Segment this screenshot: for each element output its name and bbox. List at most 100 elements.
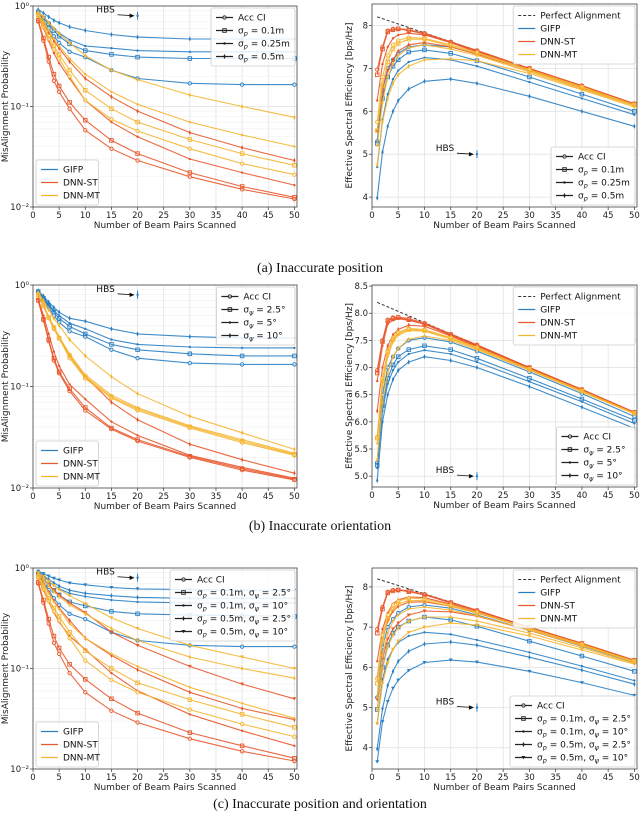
y-tick-label: 8.5	[354, 282, 368, 292]
thin-diamond-marker	[407, 336, 410, 342]
thin-diamond-marker	[110, 94, 113, 100]
dot-marker	[580, 664, 584, 668]
dot-marker	[110, 394, 113, 397]
series-dnn-mt	[376, 333, 636, 463]
series-line	[376, 36, 635, 123]
dot-marker	[84, 44, 87, 48]
thin-diamond-marker	[528, 70, 531, 77]
square-marker	[41, 597, 46, 603]
triangle-down-marker	[41, 572, 46, 576]
hbs-point	[475, 151, 479, 157]
dot-marker	[57, 44, 61, 48]
hbs-arrowhead-icon	[129, 292, 135, 298]
x-axis-label: Number of Beam Pairs Scanned	[433, 501, 576, 511]
series-line	[376, 349, 635, 469]
thin-diamond-marker	[293, 470, 296, 476]
dot-marker	[381, 654, 384, 657]
x-tick-label: 40	[237, 492, 248, 502]
series-gifp	[36, 572, 297, 649]
legend-entry: σp = 0.1m, σψ = 10°	[515, 728, 628, 739]
thin-diamond-marker	[449, 76, 452, 82]
axes-frame	[32, 284, 298, 489]
thin-diamond-marker	[407, 618, 410, 624]
thin-diamond-marker	[449, 56, 452, 62]
legend-entry: σp = 0.5m, σψ = 10°	[515, 754, 628, 765]
square-marker	[239, 353, 245, 359]
series-dnn-st	[37, 297, 296, 480]
legend-label: DNN-MT	[63, 192, 100, 202]
series-line	[376, 641, 635, 749]
thin-diamond-marker	[633, 123, 636, 129]
dot-marker	[240, 466, 244, 469]
series-dnn-mt	[376, 614, 636, 713]
series-line	[37, 582, 295, 759]
square-marker	[395, 601, 401, 607]
thin-diamond-marker	[42, 10, 45, 16]
hbs-label: HBS	[436, 697, 455, 707]
y-tick-label: 10⁻¹	[10, 103, 29, 113]
x-axis-label: Number of Beam Pairs Scanned	[433, 221, 576, 231]
triangle-down-marker	[422, 625, 427, 629]
square-marker	[83, 88, 88, 93]
triangle-down-marker	[396, 678, 401, 682]
axes-frame	[371, 284, 638, 488]
hbs-arrowhead-icon	[468, 473, 474, 479]
circle-marker	[56, 56, 62, 61]
y-axis-label: MisAlignment Probability	[1, 612, 11, 724]
triangle-down-marker	[41, 575, 46, 579]
square-marker	[406, 347, 411, 352]
thin-diamond-marker	[397, 658, 400, 664]
legend-label: Acc CI	[537, 702, 565, 712]
thin-diamond-marker	[110, 593, 113, 599]
thin-diamond-marker	[110, 625, 113, 632]
dot-marker	[391, 340, 395, 344]
legend-entry: σp = 0.5m, σψ = 10°	[175, 628, 288, 639]
dot-marker	[293, 183, 296, 187]
dot-marker	[84, 637, 87, 640]
triangle-down-marker	[385, 699, 390, 704]
dot-marker	[110, 338, 113, 341]
y-axis-label: Effective Spectral Efficiency [bps/Hz]	[345, 303, 355, 469]
legend-entry: GIFP	[41, 166, 84, 176]
legend-label: σp = 0.1m, σψ = 2.5°	[537, 715, 631, 726]
dot-marker	[68, 38, 71, 42]
thin-diamond-marker	[293, 717, 296, 723]
legend-entry: Acc CI	[515, 702, 565, 712]
dot-marker	[110, 652, 113, 656]
x-tick-label: 20	[472, 773, 483, 783]
method-legend: GIFP DNN-ST DNN-MT	[35, 440, 100, 487]
y-tick-label: 7.5	[354, 336, 368, 346]
dot-marker	[110, 420, 113, 423]
x-tick-label: 40	[237, 211, 248, 221]
triangle-down-marker	[51, 576, 56, 581]
legend-entry: σp = 0.25m	[216, 40, 290, 51]
x-tick-label: 0	[369, 211, 374, 221]
dot-marker	[407, 352, 410, 356]
circle-marker	[135, 690, 140, 695]
dot-marker	[52, 350, 56, 353]
x-tick-label: 35	[550, 491, 561, 501]
thin-diamond-marker	[522, 741, 525, 748]
y-tick-label: 10⁻²	[10, 484, 29, 494]
legend-label: σp = 0.25m	[238, 40, 290, 51]
x-tick-label: 30	[184, 773, 195, 783]
circle-marker	[227, 294, 233, 299]
square-marker	[135, 611, 140, 617]
thin-diamond-marker	[42, 293, 45, 299]
dot-marker	[188, 424, 192, 428]
dot-marker	[386, 355, 389, 358]
square-marker	[67, 662, 72, 667]
thin-diamond-marker	[580, 389, 584, 395]
square-marker	[135, 119, 140, 125]
thin-diamond-marker	[84, 611, 87, 617]
x-tick-label: 35	[550, 773, 561, 783]
x-tick-label: 35	[211, 773, 222, 783]
hbs-label: HBS	[436, 466, 455, 476]
square-marker	[67, 386, 72, 392]
legend-label: DNN-ST	[63, 460, 98, 470]
x-tick-label: 45	[603, 773, 614, 783]
legend-label: σψ = 10°	[583, 472, 622, 483]
thin-diamond-marker	[580, 87, 584, 93]
legend-box	[35, 721, 99, 768]
